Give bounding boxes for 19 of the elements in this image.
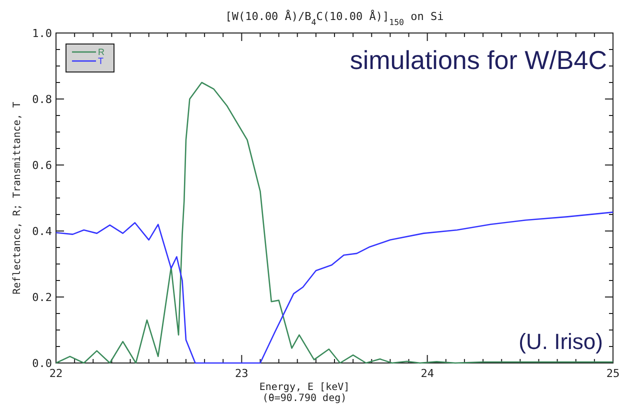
legend-label: T [98,56,104,66]
y-axis-title: Reflectance, R; Transmittance, T [12,102,23,294]
legend-label: R [98,47,105,57]
y-tick-label: 0.6 [32,159,52,172]
y-tick-label: 0.2 [32,291,52,304]
x-axis-title: Energy, E [keV] (θ=90.790 deg) [259,382,350,404]
x-tick-label: 22 [49,367,63,380]
x-tick-label: 24 [420,367,434,380]
y-tick-label: 0.0 [32,357,52,370]
annotation: simulations for W/B4C [350,45,607,75]
line-series [55,82,614,364]
y-tick-label: 0.4 [32,225,52,238]
y-tick-label: 0.8 [32,93,52,106]
y-tick-label: 1.0 [32,27,52,40]
x-tick-label: 25 [606,367,619,380]
line-series [55,212,614,364]
annotation: (U. Iriso) [518,329,603,354]
x-tick-label: 23 [235,367,248,380]
chart-title: [W(10.00 Å)/B$_{4}$C(10.00 Å)]$_{150}$ on Si [225,9,444,27]
